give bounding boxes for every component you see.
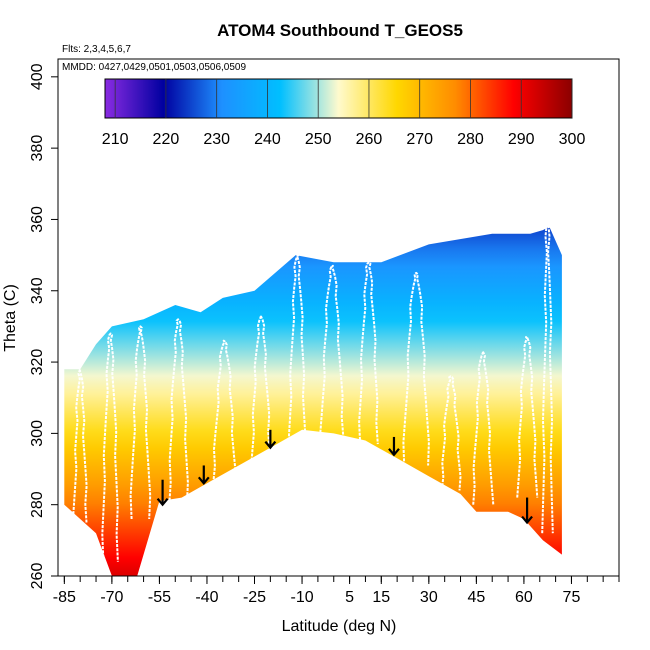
colorbar-tick-label: 260 [356, 131, 383, 148]
colorbar [104, 78, 573, 119]
colorbar-tick-label: 300 [559, 131, 586, 148]
x-tick-label: 75 [563, 589, 581, 606]
x-tick-label: -70 [100, 589, 123, 606]
flight-profile [440, 375, 462, 491]
chart-title: ATOM4 Southbound T_GEOS5 [217, 21, 463, 40]
x-tick-label: -10 [290, 589, 313, 606]
y-axis: 260 280 300 320 340 360 380 400 [29, 63, 58, 589]
x-tick-label: 30 [420, 589, 438, 606]
x-tick-label: -40 [195, 589, 218, 606]
y-tick-label: 300 [29, 420, 46, 447]
colorbar-tick-labels: 210 220 230 240 250 260 270 280 290 300 [102, 131, 586, 148]
flight-profile [319, 264, 345, 437]
y-axis-label: Theta (C) [2, 284, 19, 352]
flight-profile [516, 336, 539, 498]
flight-profile [472, 350, 495, 505]
flight-profile [212, 339, 238, 484]
flight-profile [402, 271, 430, 466]
tropopause-arrow-head [521, 515, 533, 525]
tropopause-arrow-head [264, 440, 277, 450]
colorbar-tick-label: 210 [102, 131, 129, 148]
flight-profiles-layer [71, 214, 554, 562]
flight-profile [358, 261, 379, 445]
tropopause-arrow-head [156, 497, 169, 507]
y-tick-label: 380 [29, 135, 46, 162]
flight-profile [287, 254, 307, 441]
tropopause-markers-layer [156, 429, 533, 525]
x-axis: -85 -70 -55 -40 -25 -10 5 15 30 45 60 75 [53, 576, 620, 606]
colorbar-tick-label: 290 [508, 131, 535, 148]
dates-subtitle: MMDD: 0427,0429,0501,0503,0506,0509 [62, 62, 246, 73]
x-axis-label: Latitude (deg N) [282, 618, 397, 635]
y-tick-label: 260 [29, 563, 46, 590]
y-tick-label: 340 [29, 277, 46, 304]
flight-profile [541, 214, 554, 534]
x-tick-label: 15 [372, 589, 390, 606]
flight-profile [71, 368, 88, 523]
y-tick-label: 400 [29, 63, 46, 90]
flight-profile [101, 332, 119, 562]
x-tick-label: 60 [515, 589, 533, 606]
plot-frame [57, 58, 620, 577]
colorbar-tick-label: 220 [153, 131, 180, 148]
colorbar-tick-label: 230 [203, 131, 230, 148]
x-tick-label: -25 [243, 589, 266, 606]
flight-profile [129, 325, 152, 520]
colorbar-tick-label: 240 [254, 131, 281, 148]
heatmap-layer [64, 226, 562, 576]
tropopause-arrow-head [388, 448, 400, 457]
colorbar-dividers [114, 79, 573, 118]
y-tick-label: 320 [29, 349, 46, 376]
colorbar-tick-label: 250 [305, 131, 332, 148]
flight-profile [168, 318, 189, 505]
x-tick-label: -85 [53, 589, 76, 606]
colorbar-tick-label: 280 [457, 131, 484, 148]
x-tick-label: -55 [148, 589, 171, 606]
tropopause-arrow-head [197, 476, 210, 486]
x-tick-label: 45 [467, 589, 485, 606]
y-tick-label: 280 [29, 491, 46, 518]
temperature-field [64, 226, 562, 576]
x-tick-label: 5 [345, 589, 354, 606]
flight-profile [250, 314, 273, 470]
colorbar-tick-label: 270 [406, 131, 433, 148]
flights-subtitle: Flts: 2,3,4,5,6,7 [62, 44, 131, 55]
y-tick-label: 360 [29, 206, 46, 233]
